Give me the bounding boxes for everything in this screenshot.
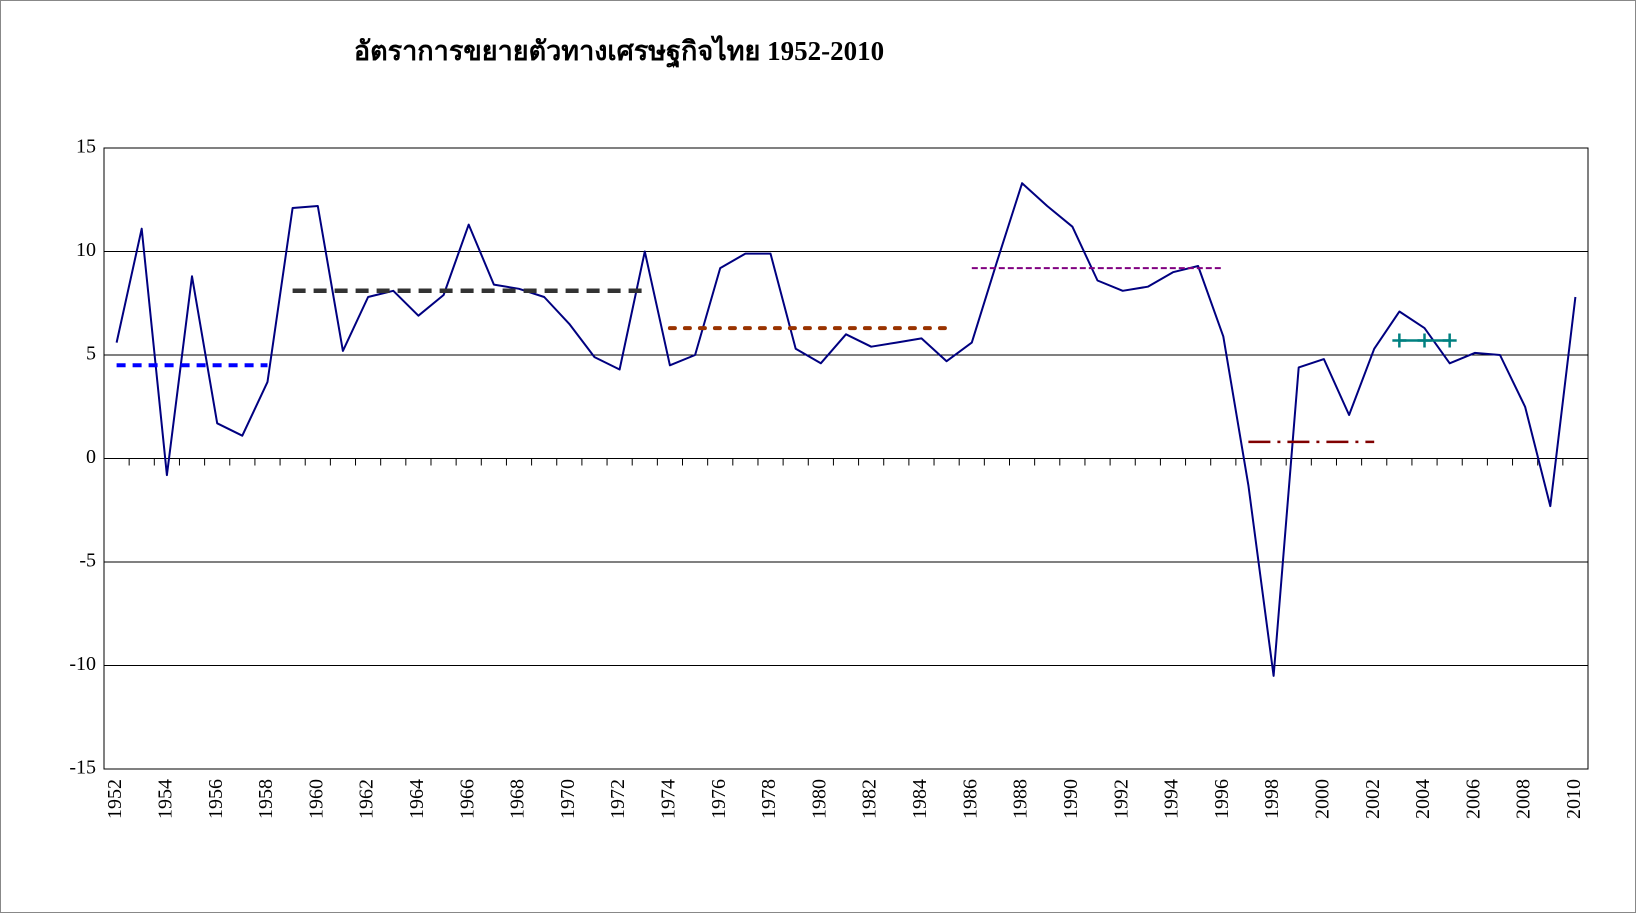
x-tick-label: 2006: [1462, 779, 1484, 819]
x-tick-label: 1992: [1110, 779, 1132, 819]
series-line: [115, 182, 1577, 677]
x-tick-label: 2008: [1513, 779, 1535, 819]
x-tick-label: 1956: [205, 779, 227, 819]
y-tick-label: 15: [76, 136, 96, 158]
x-tick-label: 1996: [1211, 779, 1233, 819]
x-tick-label: 1978: [758, 779, 780, 819]
x-tick-label: 1990: [1060, 779, 1082, 819]
point-marker: [1442, 333, 1457, 348]
x-tick-label: 1958: [255, 779, 277, 819]
x-tick-label: 1962: [356, 779, 378, 819]
x-tick-label: 1972: [607, 779, 629, 819]
x-tick-label: 1998: [1261, 779, 1283, 819]
x-tick-label: 1980: [808, 779, 830, 819]
x-tick-label: 1994: [1161, 779, 1183, 819]
x-tick-label: 1976: [708, 779, 730, 819]
x-tick-label: 1974: [658, 779, 680, 819]
x-tick-label: 1984: [909, 779, 931, 819]
x-tick-label: 2000: [1311, 779, 1333, 819]
point-marker: [1417, 333, 1432, 348]
x-tick-label: 1982: [859, 779, 881, 819]
y-tick-label: -10: [69, 653, 96, 675]
y-tick-label: -15: [69, 757, 96, 779]
x-tick-label: 1952: [104, 779, 126, 819]
x-tick-label: 1988: [1010, 779, 1032, 819]
y-tick-label: 10: [76, 239, 96, 261]
x-tick-label: 2004: [1412, 779, 1434, 819]
x-tick-label: 1954: [154, 779, 176, 819]
x-tick-label: 2002: [1362, 779, 1384, 819]
x-tick-label: 1960: [305, 779, 327, 819]
x-tick-label: 1968: [507, 779, 529, 819]
y-tick-label: -5: [79, 550, 96, 572]
x-tick-label: 1986: [959, 779, 981, 819]
x-tick-label: 1964: [406, 779, 428, 819]
point-marker: [1392, 333, 1407, 348]
x-tick-label: 1966: [456, 779, 478, 819]
x-tick-label: 2010: [1563, 779, 1585, 819]
x-tick-label: 1970: [557, 779, 579, 819]
y-tick-label: 0: [86, 446, 96, 468]
chart-title: อัตราการขยายตัวทางเศรษฐกิจไทย 1952-2010: [354, 35, 884, 69]
y-tick-label: 5: [86, 343, 96, 365]
